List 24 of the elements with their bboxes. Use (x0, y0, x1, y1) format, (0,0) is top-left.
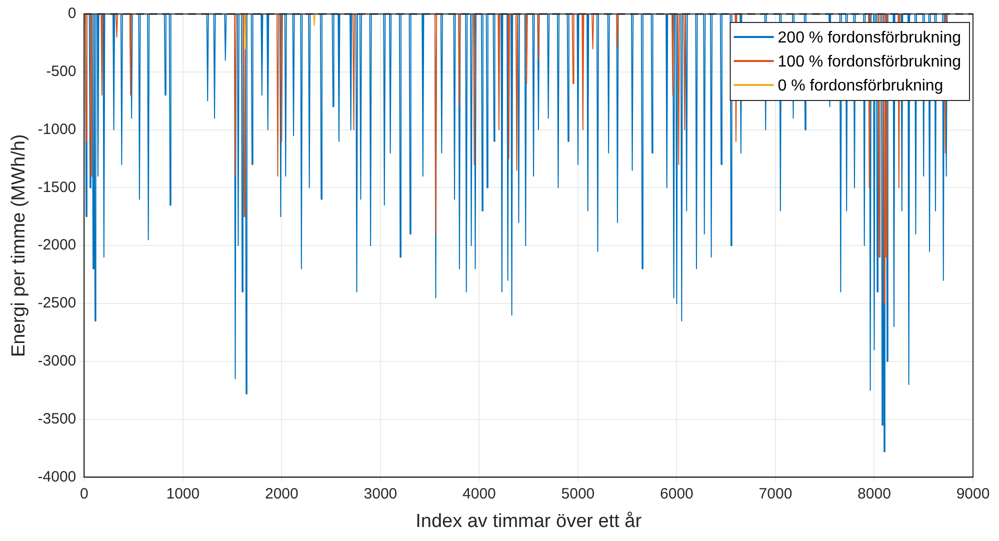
x-tick-label: 4000 (462, 485, 496, 502)
x-axis-title: Index av timmar över ett år (416, 510, 642, 532)
x-tick-label: 9000 (956, 485, 990, 502)
y-tick-label: -1500 (38, 178, 76, 196)
y-tick-label: -2000 (38, 236, 76, 254)
legend-label: 0 % fordonsförbrukning (778, 77, 944, 94)
x-tick-label: 3000 (364, 485, 398, 502)
x-tick-label: 0 (80, 485, 88, 502)
y-tick-label: -3000 (38, 352, 76, 370)
legend-label: 100 % fordonsförbrukning (778, 53, 962, 70)
y-tick-label: 0 (68, 5, 76, 22)
x-tick-label: 8000 (858, 485, 891, 502)
y-tick-label: -3500 (38, 410, 76, 428)
y-tick-label: -4000 (38, 468, 76, 486)
y-tick-label: -500 (46, 63, 76, 80)
x-tick-label: 6000 (660, 485, 694, 502)
x-tick-label: 5000 (561, 485, 595, 502)
legend-label: 200 % fordonsförbrukning (778, 29, 962, 46)
x-tick-label: 1000 (166, 485, 200, 502)
y-tick-label: -1000 (38, 120, 76, 138)
x-tick-label: 2000 (264, 485, 298, 502)
x-tick-label: 7000 (758, 485, 792, 502)
y-tick-label: -2500 (38, 294, 76, 312)
y-axis-title: Energi per timme (MWh/h) (8, 134, 30, 357)
